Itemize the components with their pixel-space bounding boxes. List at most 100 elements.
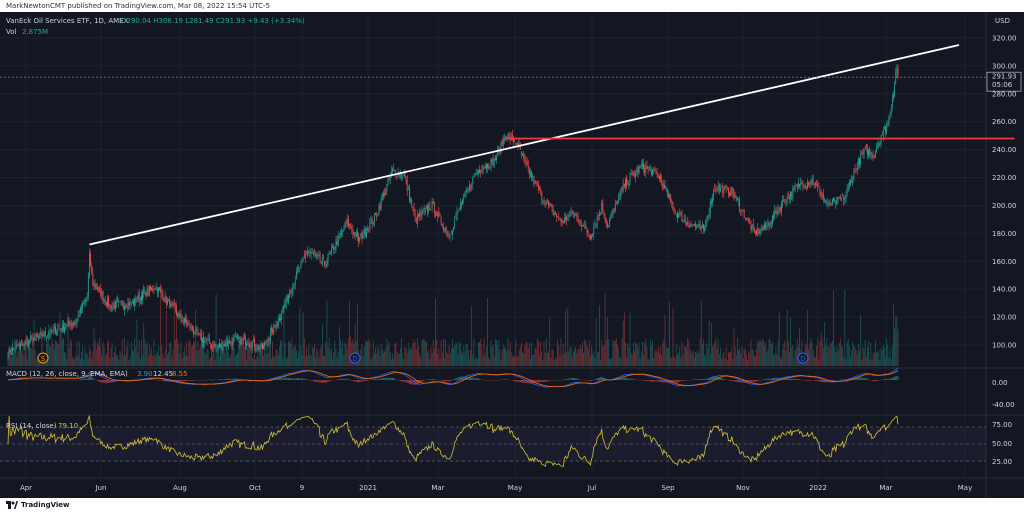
- candle-body: [810, 182, 812, 186]
- last-price-value: 291.93: [992, 73, 1017, 81]
- candle-body: [835, 200, 837, 204]
- candle-body: [785, 202, 787, 205]
- candle-body: [229, 340, 231, 344]
- dividend-marker[interactable]: [349, 352, 361, 364]
- candle-body: [514, 141, 516, 143]
- candle-body: [884, 127, 885, 129]
- candle-body: [860, 154, 862, 165]
- grid: [0, 12, 986, 478]
- volume-bar: [769, 339, 771, 366]
- volume-bar: [298, 350, 300, 366]
- candle-body: [842, 194, 843, 196]
- candle-body: [245, 337, 246, 346]
- volume-bar: [389, 352, 391, 366]
- volume-bar: [568, 351, 570, 366]
- candle-body: [673, 209, 675, 213]
- candle-body: [68, 320, 70, 325]
- candle-body: [753, 227, 755, 233]
- macd-histogram-bar: [789, 378, 790, 380]
- volume-bar: [329, 350, 331, 366]
- tradingview-logo[interactable]: TradingView: [6, 501, 70, 509]
- macd-histogram-bar: [770, 378, 772, 380]
- candle-body: [731, 187, 733, 194]
- candle-body: [263, 345, 264, 349]
- macd-histogram-bar: [320, 380, 322, 383]
- dividend-marker[interactable]: [797, 352, 809, 364]
- price-axis[interactable]: 100.00120.00140.00160.00180.00200.00220.…: [992, 35, 1017, 350]
- candle-body: [353, 232, 355, 234]
- candle-body: [593, 227, 595, 235]
- volume-bar: [161, 345, 163, 366]
- candle-body: [259, 348, 261, 350]
- symbol-title[interactable]: VanEck Oil Services ETF, 1D, AMEX: [6, 17, 129, 25]
- volume-bar: [154, 355, 156, 366]
- volume-bar: [336, 357, 338, 366]
- macd-histogram-bar: [886, 379, 888, 380]
- macd-histogram-bar: [697, 379, 699, 380]
- candle-body: [424, 207, 426, 213]
- volume-bar: [497, 345, 499, 366]
- ascending-trendline[interactable]: [89, 44, 960, 246]
- volume-bar: [691, 353, 693, 366]
- candle-body: [540, 188, 542, 192]
- candle-body: [24, 340, 26, 346]
- volume-bar: [410, 347, 411, 366]
- volume-bar: [862, 347, 864, 366]
- chart-area[interactable]: S D D 100.00 120.00 140.00 160.00 180.00 200.…: [0, 12, 1024, 498]
- volume-bar: [94, 339, 96, 366]
- volume-bar: [447, 353, 449, 366]
- volume-bar: [896, 316, 898, 366]
- event-markers: S D D: [37, 352, 809, 364]
- candle-body: [635, 172, 637, 178]
- volume-bar: [454, 345, 456, 366]
- volume-bar: [344, 342, 346, 366]
- volume-bar: [286, 357, 288, 366]
- chart-svg[interactable]: S D D 100.00120.00140.00160.00180.00200.…: [0, 12, 1024, 498]
- rsi-tick-label: 25.00: [992, 458, 1012, 466]
- volume-bar: [238, 344, 240, 366]
- candle-body: [98, 287, 99, 289]
- volume-bar: [168, 352, 169, 366]
- macd-histogram-bar: [632, 379, 634, 380]
- volume-bar: [271, 358, 272, 366]
- volume-bar: [78, 341, 80, 366]
- time-axis[interactable]: Apr Jun Aug Oct 9 2021 Mar May Jul Sep Nov 2022 Mar M…: [20, 484, 972, 492]
- candle-body: [279, 318, 280, 320]
- candle-body: [846, 188, 848, 193]
- candle-body: [56, 331, 58, 335]
- candle-body: [794, 186, 796, 190]
- volume-bar: [26, 359, 28, 366]
- volume-bar: [616, 338, 617, 366]
- volume-bar: [456, 343, 458, 366]
- macd-histogram-bar: [536, 380, 538, 383]
- macd-histogram-bar: [423, 380, 425, 381]
- candle-body: [655, 171, 657, 173]
- candle-body: [268, 338, 270, 341]
- split-marker[interactable]: [37, 352, 49, 364]
- candle-body: [751, 225, 753, 230]
- macd-histogram-bar: [288, 377, 289, 380]
- candle-body: [764, 224, 765, 229]
- candle-body: [361, 232, 363, 239]
- volume-bar: [822, 347, 824, 366]
- macd-histogram-bar: [294, 378, 296, 380]
- volume-bar: [68, 348, 70, 366]
- volume-bar: [668, 347, 669, 366]
- volume-bar: [472, 353, 474, 366]
- macd-histogram-bar: [420, 380, 422, 383]
- volume-bar: [787, 341, 789, 366]
- candle-body: [551, 204, 553, 208]
- macd-title[interactable]: MACD (12, 26, close, 9, EMA, EMA): [6, 370, 128, 378]
- volume-bar: [230, 354, 232, 366]
- macd-histogram-bar: [450, 380, 452, 381]
- candle-body: [661, 179, 663, 183]
- candle-body: [39, 332, 41, 335]
- candle-body: [613, 209, 615, 210]
- candle-body: [163, 300, 165, 302]
- macd-histogram-bar: [188, 380, 190, 381]
- candle-body: [262, 343, 263, 350]
- candle-body: [888, 116, 890, 124]
- rsi-title[interactable]: RSI (14, close): [6, 422, 57, 430]
- volume-bar: [679, 346, 681, 366]
- candle-body: [242, 339, 244, 341]
